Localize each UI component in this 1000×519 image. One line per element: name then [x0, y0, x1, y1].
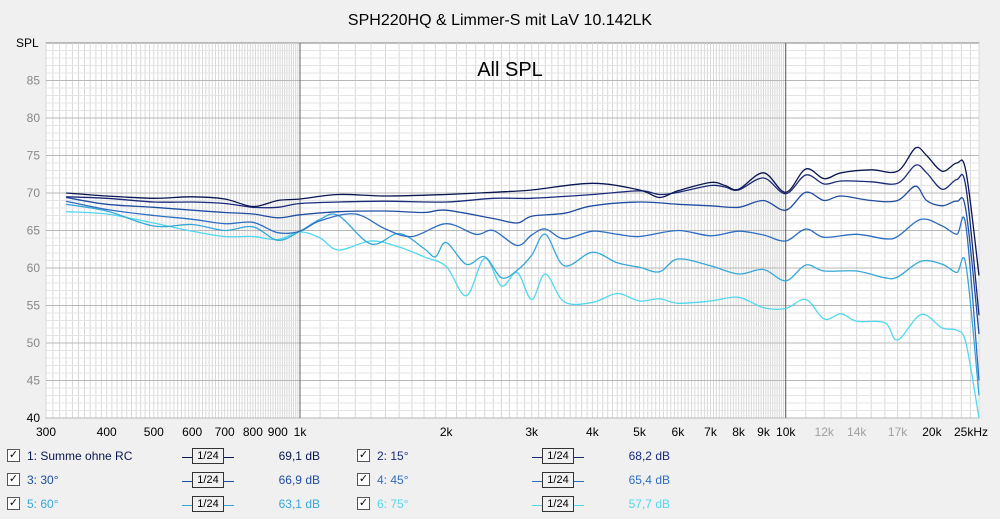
smoothing-button[interactable]: 1/24: [182, 472, 234, 490]
series-line-2: [66, 164, 980, 316]
y-tick-label: 45: [27, 374, 41, 388]
legend-item-4: ✓ 4: 45° 1/24 65,4 dB: [357, 470, 687, 492]
major-grid: [46, 43, 979, 419]
x-tick-label: 14k: [847, 425, 867, 439]
smoothing-label: 1/24: [542, 448, 574, 464]
y-tick-label: 50: [27, 336, 41, 350]
x-tick-label: 8k: [732, 425, 746, 439]
legend-label: 2: 15°: [377, 449, 409, 463]
legend-label: 1: Summe ohne RC: [27, 449, 133, 463]
legend-row: ✓ 1: Summe ohne RC 1/24 69,1 dB ✓ 2: 15°…: [0, 446, 1000, 468]
smoothing-label: 1/24: [192, 496, 224, 512]
y-axis-ticks: 40 45 50 55 60 65 70 75 80 85: [27, 74, 41, 426]
series-line-3: [65, 185, 980, 335]
legend-checkbox[interactable]: ✓: [7, 497, 20, 510]
x-tick-label: 25kHz: [954, 425, 988, 439]
legend-level: 57,7 dB: [628, 497, 670, 511]
x-tick-label: 4k: [586, 425, 600, 439]
chart-subtitle: All SPL: [477, 59, 543, 81]
x-tick-label: 6k: [672, 425, 686, 439]
legend-checkbox[interactable]: ✓: [357, 497, 370, 510]
legend-checkbox[interactable]: ✓: [357, 449, 370, 462]
y-axis-label: SPL: [16, 36, 39, 50]
x-tick-label: 1k: [294, 425, 308, 439]
x-tick-label: 600: [182, 425, 202, 439]
legend-label: 4: 45°: [377, 473, 409, 487]
series-layer: [65, 146, 980, 419]
x-tick-label: 300: [36, 425, 56, 439]
legend-level: 68,2 dB: [628, 449, 670, 463]
smoothing-button[interactable]: 1/24: [182, 496, 234, 514]
x-tick-label: 10k: [776, 425, 796, 439]
series-line-5: [65, 203, 980, 396]
x-tick-label: 12k: [815, 425, 835, 439]
series-line-4: [65, 200, 980, 381]
x-tick-label: 20k: [922, 425, 942, 439]
smoothing-label: 1/24: [192, 448, 224, 464]
legend-row: ✓ 5: 60° 1/24 63,1 dB ✓ 6: 75° 1/24 57,7…: [0, 494, 1000, 516]
x-tick-label: 7k: [704, 425, 718, 439]
legend-level: 63,1 dB: [278, 497, 320, 511]
y-tick-label: 75: [27, 149, 41, 163]
y-tick-label: 80: [27, 111, 41, 125]
legend-checkbox[interactable]: ✓: [357, 473, 370, 486]
x-tick-label: 800: [243, 425, 263, 439]
legend-label: 3: 30°: [27, 473, 59, 487]
legend-level: 66,9 dB: [278, 473, 320, 487]
legend-item-5: ✓ 5: 60° 1/24 63,1 dB: [7, 494, 337, 516]
x-tick-label: 5k: [633, 425, 647, 439]
smoothing-label: 1/24: [192, 472, 224, 488]
series-line-1: [66, 146, 980, 276]
y-tick-label: 85: [27, 74, 41, 88]
legend-row: ✓ 3: 30° 1/24 66,9 dB ✓ 4: 45° 1/24 65,4…: [0, 470, 1000, 492]
legend-item-6: ✓ 6: 75° 1/24 57,7 dB: [357, 494, 687, 516]
legend-item-3: ✓ 3: 30° 1/24 66,9 dB: [7, 470, 337, 492]
x-tick-label: 900: [268, 425, 288, 439]
legend-level: 69,1 dB: [278, 449, 320, 463]
smoothing-button[interactable]: 1/24: [532, 472, 584, 490]
y-tick-label: 55: [27, 299, 41, 313]
smoothing-label: 1/24: [542, 496, 574, 512]
x-tick-label: 3k: [525, 425, 539, 439]
legend: ✓ 1: Summe ohne RC 1/24 69,1 dB ✓ 2: 15°…: [0, 446, 1000, 519]
legend-checkbox[interactable]: ✓: [7, 449, 20, 462]
y-tick-label: 40: [27, 411, 41, 425]
x-tick-label: 2k: [440, 425, 454, 439]
y-tick-label: 70: [27, 186, 41, 200]
smoothing-label: 1/24: [542, 472, 574, 488]
smoothing-button[interactable]: 1/24: [532, 448, 584, 466]
legend-item-1: ✓ 1: Summe ohne RC 1/24 69,1 dB: [7, 446, 337, 468]
y-tick-label: 60: [27, 261, 41, 275]
legend-label: 6: 75°: [377, 497, 409, 511]
y-tick-label: 65: [27, 224, 41, 238]
x-tick-label: 700: [215, 425, 235, 439]
legend-level: 65,4 dB: [628, 473, 670, 487]
x-axis-ticks: 300 400 500 600 700 800 900 1k 2k 3k 4k 5k 6k 7k 8k 9k 1…: [36, 425, 988, 439]
spl-chart: SPH220HQ & Limmer-S mit LaV 10.142LK SPL…: [16, 12, 988, 439]
chart-title: SPH220HQ & Limmer-S mit LaV 10.142LK: [348, 12, 652, 29]
series-line-6: [66, 211, 980, 419]
x-tick-label: 9k: [757, 425, 771, 439]
x-tick-label: 400: [97, 425, 117, 439]
smoothing-button[interactable]: 1/24: [182, 448, 234, 466]
x-tick-label: 17k: [888, 425, 908, 439]
x-tick-label: 500: [144, 425, 164, 439]
legend-checkbox[interactable]: ✓: [7, 473, 20, 486]
legend-label: 5: 60°: [27, 497, 59, 511]
smoothing-button[interactable]: 1/24: [532, 496, 584, 514]
legend-item-2: ✓ 2: 15° 1/24 68,2 dB: [357, 446, 687, 468]
